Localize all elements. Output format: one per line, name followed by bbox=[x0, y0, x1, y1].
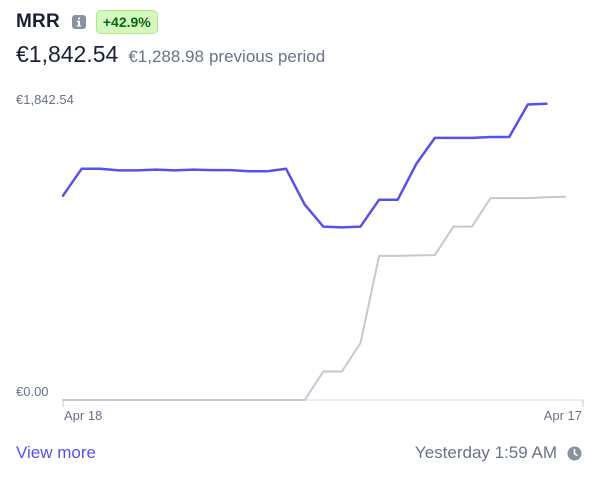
last-updated: Yesterday 1:59 AM bbox=[415, 443, 582, 463]
metric-title: MRR bbox=[16, 11, 60, 32]
change-badge: +42.9% bbox=[95, 10, 158, 34]
info-icon[interactable] bbox=[71, 15, 86, 29]
x-tick-label-end: Apr 17 bbox=[544, 408, 582, 423]
series-line-previous bbox=[62, 195, 566, 401]
title-row: MRR +42.9% bbox=[16, 9, 158, 35]
y-tick-label-max: €1,842.54 bbox=[16, 92, 74, 107]
series-line-current bbox=[61, 102, 548, 229]
y-tick-label-zero: €0.00 bbox=[16, 384, 49, 399]
value-row: €1,842.54 €1,288.98 previous period bbox=[16, 41, 325, 68]
previous-value: €1,288.98 bbox=[128, 47, 204, 66]
clock-icon bbox=[567, 446, 582, 461]
last-updated-text: Yesterday 1:59 AM bbox=[414, 443, 557, 462]
current-value: €1,842.54 bbox=[16, 41, 119, 67]
view-more-link[interactable]: View more bbox=[16, 443, 96, 462]
x-tick-label-start: Apr 18 bbox=[64, 408, 102, 423]
previous-period-label: previous period bbox=[208, 47, 326, 66]
